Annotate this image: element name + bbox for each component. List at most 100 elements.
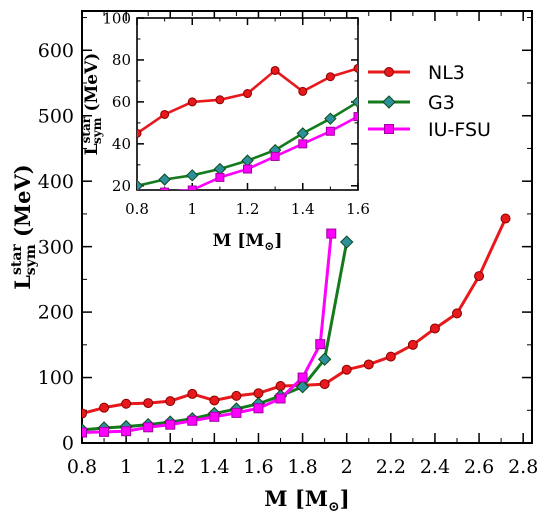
main-point-g3 [339,235,354,249]
inset-point-nl3 [215,95,225,105]
inset-x-tick-label: 1.4 [291,200,315,218]
legend-label: NL3 [428,62,465,84]
legend-swatch-marker [384,67,394,77]
inset-y-tick-label: 40 [112,135,131,153]
main-y-tick-label: 100 [38,367,74,389]
inset-point-nl3 [353,63,358,73]
main-point-nl3 [500,213,511,224]
main-point-nl3 [474,271,485,282]
main-y-tick-label: 300 [38,236,74,258]
main-point-nl3 [429,323,440,334]
inset-point-nl3 [243,89,252,99]
main-point-nl3 [385,351,396,362]
main-point-iu-fsu [209,411,220,422]
main-point-iu-fsu [297,372,308,383]
inset-point-iu-fsu [160,187,170,190]
legend-item-nl3: NL3 [368,62,465,84]
main-point-g3 [317,352,332,366]
main-x-tick-label: 2.8 [508,456,538,478]
inset-point-iu-fsu [270,151,280,161]
main-point-nl3 [187,388,198,399]
inset-point-nl3 [160,109,170,119]
main-point-nl3 [319,379,330,390]
inset-y-tick-label: 100 [102,9,131,27]
main-y-tick-label: 0 [62,433,74,455]
inset-point-nl3 [270,65,280,75]
main-point-nl3 [452,308,462,319]
main-y-tick-label: 600 [38,40,74,62]
main-point-iu-fsu [165,419,176,430]
inset-point-iu-fsu [298,139,308,149]
inset-y-tick-label: 80 [112,51,131,69]
legend-item-iu-fsu: IU-FSU [368,119,491,141]
main-point-iu-fsu [253,403,264,414]
inset-point-g3 [296,127,309,140]
main-series-iu-fsu [82,228,337,438]
inset-y-axis-title: Lstarsym (MeV) [79,53,104,156]
inset-point-g3 [324,112,337,125]
legend-label: G3 [428,92,455,114]
main-point-iu-fsu [121,426,132,437]
main-x-tick-label: 0.8 [67,456,97,478]
main-x-tick-label: 2 [341,456,353,478]
legend: NL3 G3 IU-FSU [368,62,491,141]
main-point-iu-fsu [82,427,87,438]
main-point-nl3 [363,359,374,370]
main-point-iu-fsu [187,415,198,426]
legend-item-g3: G3 [368,92,455,114]
main-point-nl3 [341,364,352,375]
main-point-nl3 [165,396,176,407]
inset-point-nl3 [187,97,197,107]
legend-swatch-marker [384,124,394,134]
inset-x-tick-label: 1.6 [346,200,370,218]
inset-point-g3 [351,95,358,109]
inset-point-g3 [137,179,144,190]
main-y-axis-title: Lstarsym (MeV) [9,164,39,290]
main-point-iu-fsu [143,422,154,433]
inset-point-iu-fsu [215,172,225,182]
main-point-nl3 [231,390,242,401]
main-point-iu-fsu [99,426,110,437]
main-point-iu-fsu [326,228,337,239]
inset-point-iu-fsu [243,164,252,174]
main-y-tick-label: 400 [38,171,74,193]
main-point-nl3 [253,388,264,399]
main-series-nl3 [82,213,511,419]
inset-plot: 0.8 1 1.2 1.4 1.6 20 40 60 80 100 M [M⊙] Lstarsym (… [79,9,370,253]
main-point-nl3 [209,395,220,406]
inset-x-tick-label: 1 [187,200,197,218]
main-x-tick-label: 1.4 [199,456,229,478]
main-x-tick-label: 2.6 [464,456,494,478]
inset-x-tick-label: 0.8 [125,200,149,218]
main-point-nl3 [82,408,87,419]
main-x-tick-label: 1 [120,456,132,478]
inset-y-tick-label: 20 [112,177,131,195]
inset-x-tick-label: 1.2 [236,200,260,218]
inset-point-g3 [158,173,171,186]
main-x-axis-title: M [M⊙] [264,486,349,515]
inset-x-axis-title: M [M⊙] [213,231,283,253]
legend-label: IU-FSU [428,119,491,141]
inset-point-g3 [186,169,199,182]
inset-y-tick-label: 60 [112,93,131,111]
main-y-tick-label: 500 [38,105,74,127]
main-point-nl3 [121,398,132,409]
main-point-g3 [295,380,310,394]
main-x-tick-label: 1.2 [155,456,185,478]
main-point-iu-fsu [275,393,286,404]
main-x-tick-label: 2.2 [376,456,406,478]
main-y-tick-label: 200 [38,302,74,324]
main-point-iu-fsu [231,407,242,418]
inset-series-nl3 [137,63,358,138]
main-point-iu-fsu [315,339,326,350]
inset-point-iu-fsu [187,185,197,190]
legend-swatch-marker [382,95,396,109]
inset-point-nl3 [137,128,142,138]
inset-series-iu-fsu [137,112,358,190]
main-point-nl3 [143,398,154,409]
inset-point-iu-fsu [325,126,335,136]
inset-point-nl3 [325,72,335,82]
main-point-nl3 [99,402,110,413]
inset-point-iu-fsu [353,112,358,122]
